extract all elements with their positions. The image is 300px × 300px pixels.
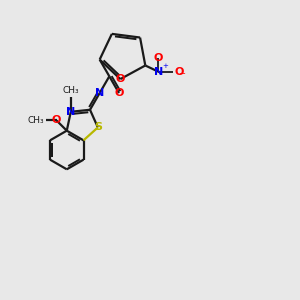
Text: O: O (52, 116, 61, 125)
Text: O: O (154, 53, 163, 63)
Text: N: N (95, 88, 104, 98)
Text: O: O (116, 74, 125, 84)
Text: CH₃: CH₃ (28, 116, 44, 125)
Text: CH₃: CH₃ (62, 86, 79, 95)
Text: O: O (174, 67, 184, 77)
Text: O: O (114, 88, 124, 98)
Text: N: N (154, 67, 163, 77)
Text: N: N (66, 107, 75, 117)
Text: −: − (178, 70, 185, 79)
Text: S: S (94, 122, 102, 132)
Text: +: + (162, 63, 168, 69)
